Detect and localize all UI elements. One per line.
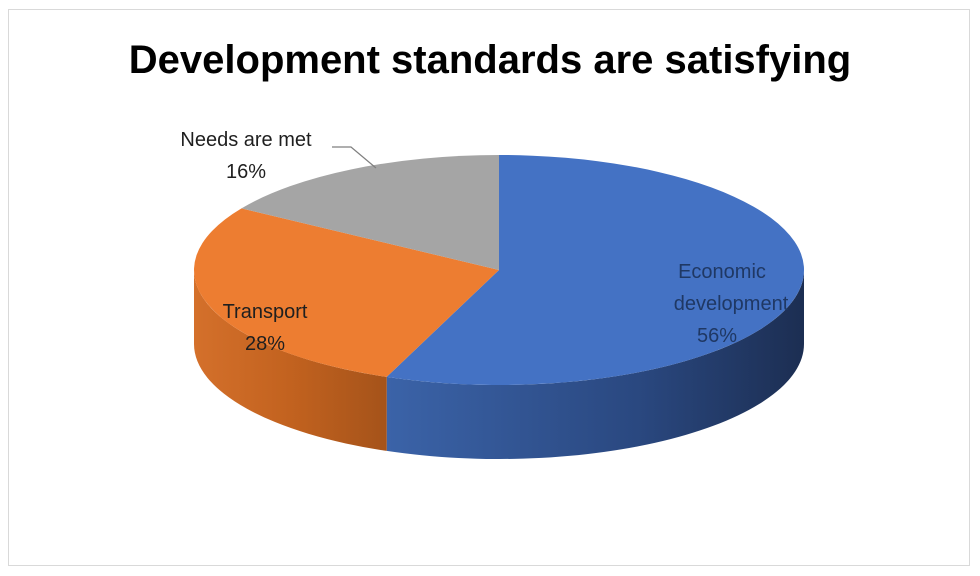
pie-slice-transport (194, 208, 499, 377)
data-label-value-transport: 28% (245, 333, 285, 355)
data-label-name-economic-development: Economic (678, 261, 766, 283)
data-label-name-needs-are-met: Needs are met (180, 129, 312, 151)
pie-tops (194, 154, 805, 385)
pie-sides (194, 270, 804, 459)
pie-slice-economic-development (386, 154, 805, 385)
pie-side-transport (194, 270, 387, 451)
data-label-name-economic-development: development (674, 293, 789, 315)
data-label-value-needs-are-met: 16% (226, 161, 266, 183)
chart-title: Development standards are satisfying (128, 38, 852, 82)
pie-labels: Economic development 56% Transport 28% Needs … (180, 129, 788, 355)
leader-line-needs-are-met (332, 146, 377, 169)
data-label-name-transport: Transport (223, 301, 308, 323)
pie-slice-needs-are-met (241, 155, 500, 270)
pie-side-economic-development (386, 270, 804, 459)
data-label-value-economic-development: 56% (697, 325, 737, 347)
